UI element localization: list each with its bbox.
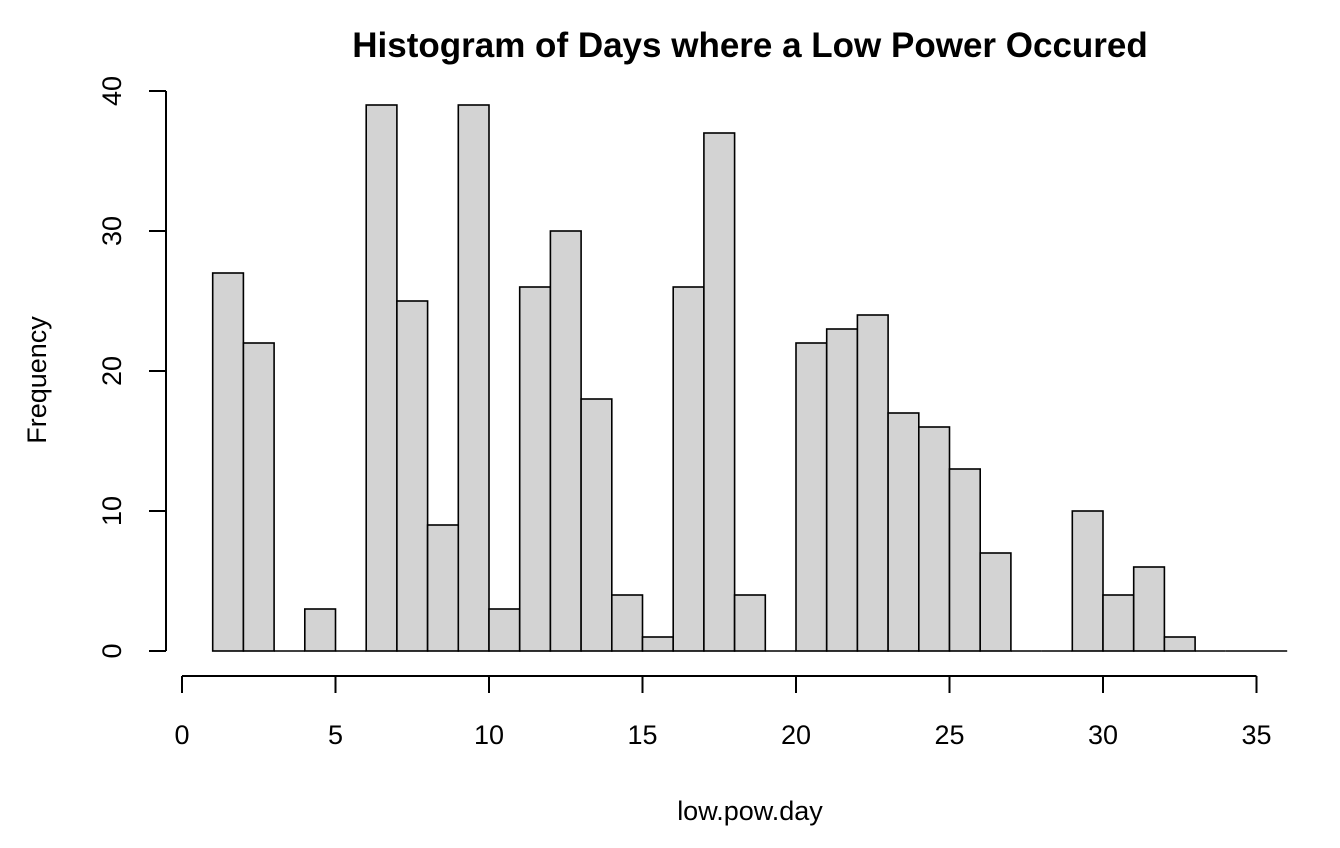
- histogram-bar: [549, 230, 582, 652]
- histogram-bar: [979, 552, 1012, 652]
- histogram-bar: [457, 104, 490, 652]
- x-tick-label: 30: [1088, 720, 1118, 750]
- chart-title: Histogram of Days where a Low Power Occu…: [352, 26, 1148, 65]
- y-tick-label: 0: [97, 643, 127, 658]
- histogram-bar: [856, 314, 889, 652]
- bars-group: [211, 104, 1288, 652]
- histogram-bar: [211, 272, 245, 652]
- histogram-bar: [426, 524, 460, 652]
- histogram-bar: [641, 636, 675, 652]
- y-tick-label: 10: [97, 496, 127, 526]
- histogram-bar: [1071, 510, 1104, 652]
- histogram-bar: [1132, 566, 1166, 652]
- histogram-bar: [887, 412, 920, 652]
- histogram-bar: [365, 104, 398, 652]
- histogram-bar: [518, 286, 552, 652]
- histogram-bar: [672, 286, 705, 652]
- histogram-bar: [825, 328, 859, 652]
- x-tick-label: 0: [174, 720, 189, 750]
- x-axis: 0 5 10 15 20 25 30 35: [174, 675, 1272, 750]
- histogram-bar: [488, 608, 521, 652]
- y-tick-label: 30: [97, 216, 127, 246]
- x-axis-label: low.pow.day: [677, 796, 823, 826]
- histogram-bar: [917, 426, 951, 652]
- x-tick-label: 35: [1241, 720, 1271, 750]
- y-tick-label: 40: [97, 76, 127, 106]
- histogram-bar: [703, 132, 736, 652]
- histogram-bar: [795, 342, 828, 652]
- y-axis: 0 10 20 30 40: [97, 76, 167, 659]
- x-tick-label: 5: [328, 720, 343, 750]
- y-tick-label: 20: [97, 356, 127, 386]
- histogram-bar: [242, 342, 275, 652]
- histogram-bar: [580, 398, 613, 652]
- y-axis-label: Frequency: [22, 316, 52, 444]
- histogram-bar: [948, 468, 982, 652]
- histogram-bar: [396, 300, 429, 652]
- x-tick-label: 15: [627, 720, 657, 750]
- x-tick-label: 25: [934, 720, 964, 750]
- x-tick-label: 20: [781, 720, 811, 750]
- histogram-bar: [1163, 636, 1196, 652]
- x-tick-label: 10: [474, 720, 504, 750]
- histogram-bar: [303, 608, 337, 652]
- histogram-bar: [610, 594, 644, 652]
- histogram-bar: [1102, 594, 1135, 652]
- histogram-bar: [733, 594, 767, 652]
